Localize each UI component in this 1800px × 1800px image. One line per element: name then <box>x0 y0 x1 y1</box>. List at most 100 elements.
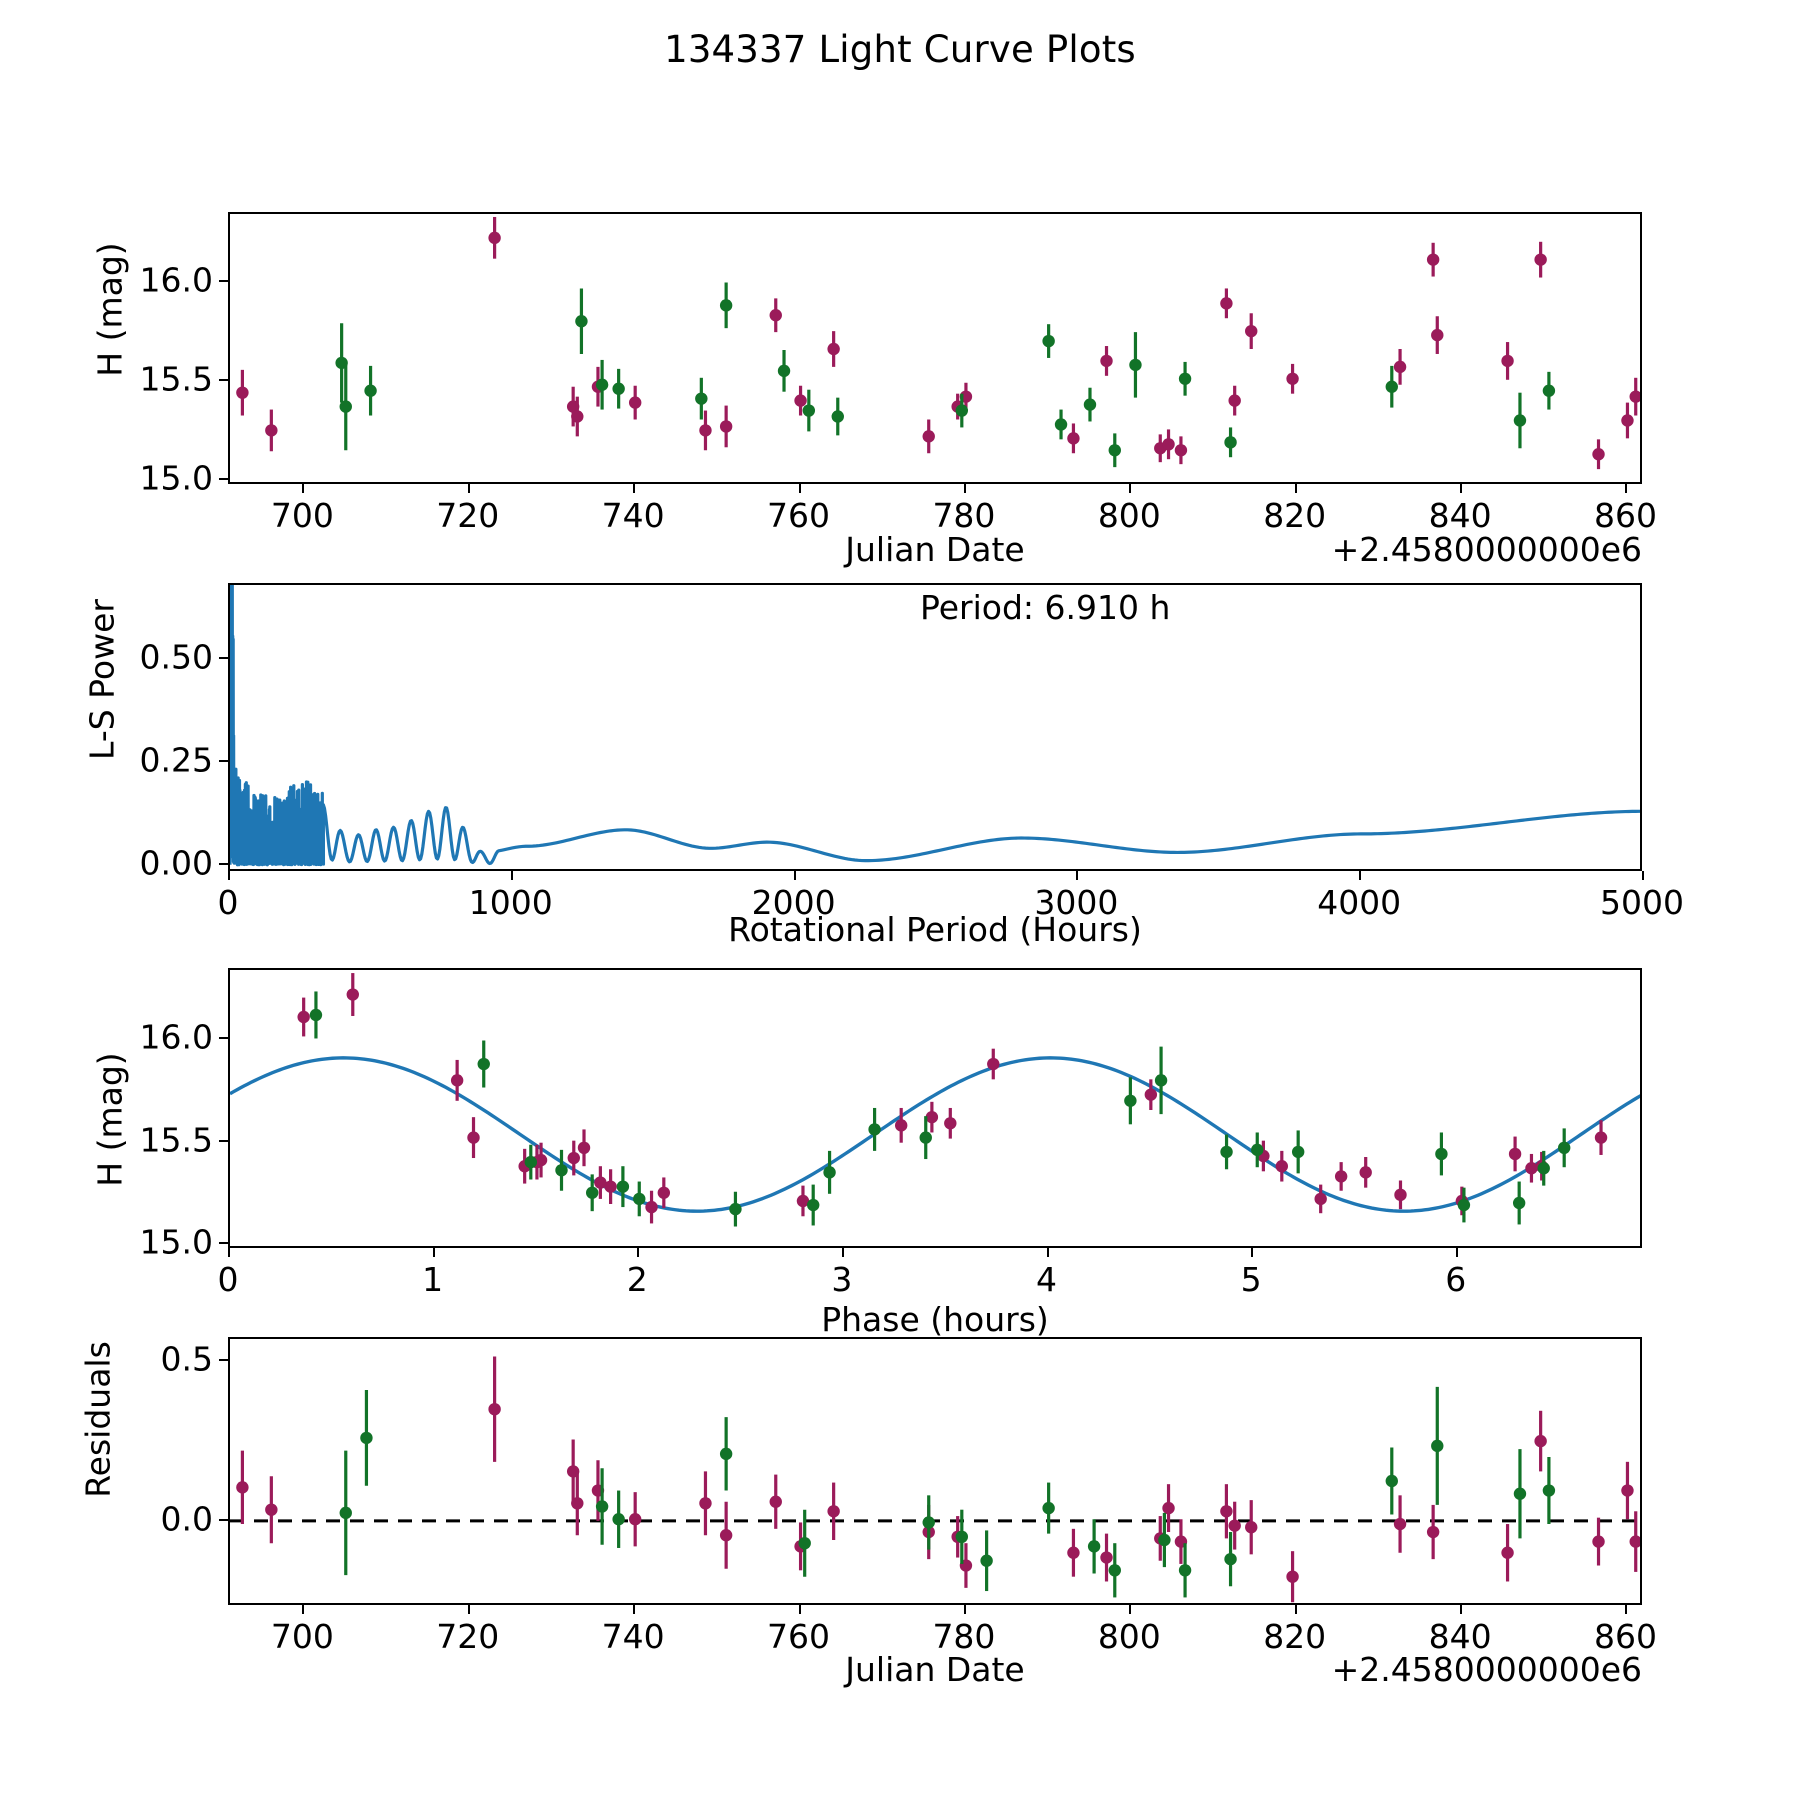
y-tick-label: 0.0 <box>160 1499 213 1539</box>
data-point <box>1174 444 1188 457</box>
data-point <box>719 299 733 312</box>
data-point <box>1245 324 1258 338</box>
data-point <box>1100 1551 1113 1564</box>
data-point <box>1431 1439 1444 1453</box>
data-point <box>1087 1540 1101 1553</box>
data-point <box>555 1164 568 1177</box>
data-point <box>339 1506 352 1520</box>
x-tickmark <box>1046 1248 1049 1257</box>
data-point <box>1100 354 1113 368</box>
data-point <box>1592 1535 1605 1548</box>
data-point <box>894 1119 908 1132</box>
periodogram-xlabel: Rotational Period (Hours) <box>728 910 1142 949</box>
data-point <box>796 1194 810 1208</box>
x-tickmark <box>1460 1605 1463 1614</box>
data-point <box>346 988 359 1001</box>
data-point <box>719 420 733 433</box>
data-point <box>1108 1564 1121 1577</box>
data-point <box>831 410 844 423</box>
x-tick-label: 840 <box>1428 1617 1492 1656</box>
data-point <box>1054 418 1068 431</box>
x-tickmark <box>1294 484 1297 493</box>
x-tick-label: 760 <box>767 496 831 535</box>
data-point <box>1228 1519 1241 1532</box>
data-point <box>1592 448 1605 461</box>
data-point <box>1385 380 1398 393</box>
data-point <box>575 315 588 328</box>
x-tick-label: 860 <box>1593 1617 1657 1656</box>
data-point <box>1224 1552 1237 1566</box>
x-tickmark <box>467 1605 470 1614</box>
x-tickmark <box>633 484 636 493</box>
x-tickmark <box>1642 871 1644 880</box>
x-tick-label: 6 <box>1445 1260 1467 1299</box>
data-point <box>1124 1094 1137 1108</box>
data-point <box>719 1447 733 1461</box>
data-point <box>571 410 584 423</box>
data-point <box>467 1131 480 1144</box>
data-point <box>1178 372 1192 385</box>
data-point <box>1512 1196 1526 1210</box>
data-point <box>1393 360 1407 374</box>
x-tick-label: 780 <box>932 496 996 535</box>
data-point <box>1629 1535 1640 1548</box>
x-tickmark <box>1359 871 1362 880</box>
phase-xlabel: Phase (hours) <box>821 1300 1049 1339</box>
residuals-xlabel: Julian Date <box>845 1650 1025 1689</box>
x-tick-label: 4000 <box>1317 883 1402 922</box>
x-tick-label: 800 <box>1097 496 1161 535</box>
data-point <box>450 1074 464 1087</box>
x-tick-label: 800 <box>1097 1617 1161 1656</box>
data-point <box>1067 1546 1080 1559</box>
data-point <box>236 1481 249 1494</box>
data-point <box>360 1431 373 1445</box>
data-point <box>769 1495 782 1508</box>
data-point <box>1220 1145 1233 1159</box>
data-point <box>265 1503 278 1516</box>
x-tick-label: 2000 <box>751 883 836 922</box>
x-tick-label: 5 <box>1240 1260 1262 1299</box>
y-tick-label: 16.0 <box>139 1017 213 1057</box>
series-series_a <box>297 973 1608 1224</box>
y-tickmark <box>219 1241 228 1244</box>
y-tick-label: 15.0 <box>139 1222 213 1262</box>
x-tickmark <box>1129 484 1132 493</box>
data-point <box>1394 1188 1407 1202</box>
data-point <box>1621 1484 1634 1497</box>
data-point <box>571 1497 584 1510</box>
x-tickmark <box>1076 871 1079 880</box>
data-point <box>1534 253 1547 266</box>
x-tickmark <box>633 1605 636 1614</box>
data-point <box>1228 394 1241 407</box>
data-point <box>980 1554 993 1567</box>
y-tickmark <box>219 478 228 481</box>
data-point <box>1291 1145 1305 1159</box>
x-tickmark <box>1460 484 1463 493</box>
x-tick-label: 760 <box>767 1617 831 1656</box>
data-point <box>628 396 642 409</box>
series-series_a <box>236 216 1640 470</box>
data-point <box>719 1529 733 1542</box>
data-point <box>1334 1170 1348 1183</box>
y-tickmark <box>219 1359 228 1362</box>
data-point <box>1501 1546 1514 1559</box>
data-point <box>827 342 840 356</box>
data-point <box>488 231 501 245</box>
data-point <box>955 404 969 417</box>
data-point <box>1178 1564 1192 1577</box>
x-tickmark <box>228 871 230 880</box>
data-point <box>534 1153 548 1167</box>
residuals-axes <box>228 1337 1642 1605</box>
data-point <box>657 1186 671 1199</box>
x-tickmark <box>510 871 513 880</box>
y-tick-label: 15.0 <box>139 458 213 498</box>
phase-axes <box>228 968 1642 1248</box>
data-point <box>1314 1192 1327 1206</box>
data-point <box>1435 1147 1448 1161</box>
data-point <box>802 404 816 417</box>
data-point <box>1542 384 1556 397</box>
data-point <box>806 1198 820 1212</box>
x-tick-label: 3000 <box>1034 883 1119 922</box>
data-point <box>1067 432 1080 445</box>
data-point <box>1245 1521 1258 1534</box>
